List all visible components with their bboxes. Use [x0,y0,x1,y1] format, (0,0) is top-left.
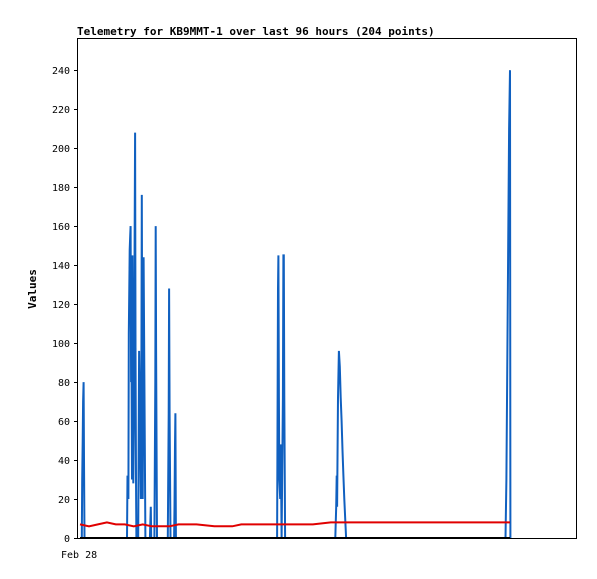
series-line-0 [80,70,512,539]
x-axis: Feb 28 [61,550,97,561]
y-tick-label: 200 [52,144,70,155]
series-line-1 [79,521,510,528]
y-tick-label: 120 [52,300,70,311]
series-layer [79,70,512,539]
plot-area-frame [77,38,577,539]
y-axis-label: Values [26,269,39,309]
y-tick-label: 80 [58,378,70,389]
y-tick-label: 20 [58,495,70,506]
chart-title: Telemetry for KB9MMT-1 over last 96 hour… [77,25,435,38]
y-tick-label: 240 [52,66,70,77]
y-axis: 0 20 40 60 80 100 120 140 160 180 200 220 240 [52,66,78,545]
y-tick-label: 160 [52,222,70,233]
y-tick-label: 40 [58,456,70,467]
y-tick-label: 0 [64,534,70,545]
y-tick-label: 220 [52,105,70,116]
x-tick-label: Feb 28 [61,550,97,561]
y-tick-label: 180 [52,183,70,194]
y-tick-label: 140 [52,261,70,272]
y-tick-label: 100 [52,339,70,350]
y-tick-label: 60 [58,417,70,428]
